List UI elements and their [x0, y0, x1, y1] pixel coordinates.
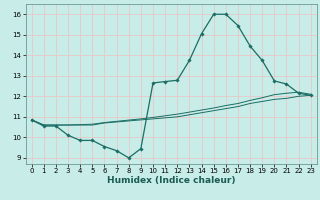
X-axis label: Humidex (Indice chaleur): Humidex (Indice chaleur)	[107, 176, 236, 185]
